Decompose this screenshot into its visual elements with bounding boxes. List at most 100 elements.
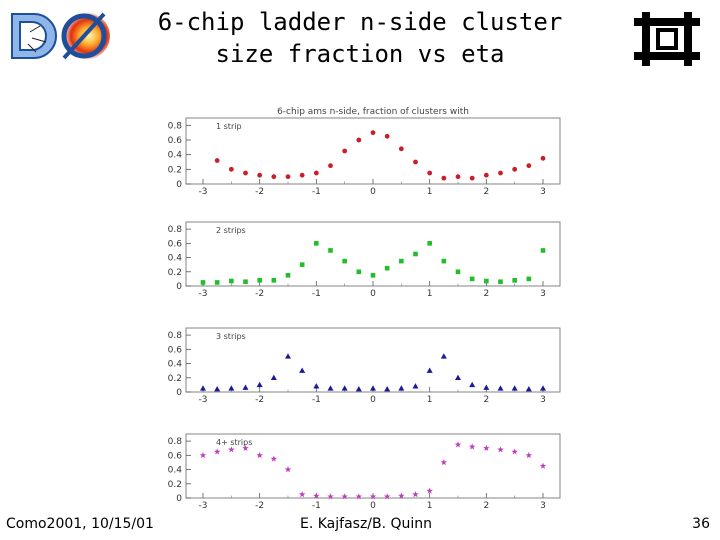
data-point [313, 492, 320, 499]
data-point [214, 385, 221, 392]
x-tick-label: 2 [483, 187, 489, 197]
x-tick-label: 0 [370, 501, 376, 511]
x-tick-label: -2 [255, 187, 264, 197]
panel-label: 4+ strips [216, 438, 252, 447]
y-tick-label: 0.2 [168, 165, 182, 175]
title-line-1: 6-chip ladder n-side cluster [157, 8, 563, 36]
data-point [540, 155, 546, 161]
data-point [299, 262, 305, 267]
data-point [440, 459, 448, 466]
data-point [285, 273, 291, 278]
data-point [511, 448, 518, 455]
page-number: 36 [692, 516, 710, 532]
data-point [426, 367, 433, 373]
x-tick-label: 0 [370, 289, 376, 299]
data-point [242, 384, 249, 390]
data-point [199, 451, 207, 459]
slide-title: 6-chip ladder n-side cluster size fracti… [140, 6, 580, 70]
data-point [284, 466, 292, 473]
data-point [213, 448, 221, 455]
data-point [427, 241, 432, 246]
data-point [243, 170, 248, 176]
data-point [214, 280, 220, 285]
x-tick-label: -3 [199, 501, 208, 511]
data-point [342, 258, 347, 264]
data-point [285, 174, 291, 180]
data-point [455, 269, 461, 275]
panel-label: 3 strips [216, 332, 246, 341]
data-point [270, 455, 278, 462]
y-tick-label: 0 [176, 282, 182, 292]
data-point [483, 384, 490, 390]
data-point [384, 265, 390, 271]
y-tick-label: 0.2 [168, 374, 182, 384]
data-point [256, 381, 263, 388]
y-tick-label: 0.2 [168, 268, 182, 278]
x-tick-label: -3 [199, 289, 208, 299]
data-point [370, 130, 376, 136]
data-point [356, 137, 362, 143]
data-point [483, 172, 489, 178]
data-point [243, 279, 248, 285]
data-point [299, 172, 305, 178]
data-point [228, 385, 235, 391]
data-point [256, 451, 263, 459]
y-tick-label: 0.6 [168, 345, 183, 355]
x-tick-label: -1 [312, 501, 321, 511]
data-point [242, 444, 249, 451]
data-point [384, 133, 390, 139]
y-tick-label: 0.4 [168, 360, 183, 370]
data-point [540, 385, 546, 391]
footer-authors: E. Kajfasz/B. Quinn [300, 516, 433, 532]
x-tick-label: 0 [370, 395, 376, 405]
data-point [498, 279, 503, 285]
footer-conference: Como2001, 10/15/01 [6, 516, 154, 532]
x-tick-label: 3 [540, 501, 546, 511]
data-point [455, 174, 461, 180]
data-point [228, 446, 235, 453]
plot-frame [185, 117, 561, 185]
x-tick-label: 3 [540, 289, 546, 299]
data-point [441, 175, 447, 181]
data-point [413, 159, 418, 165]
panel-label: 2 strips [216, 226, 246, 235]
data-point [412, 383, 419, 389]
x-tick-label: 2 [483, 501, 489, 511]
data-point [370, 273, 376, 278]
data-point [383, 493, 391, 500]
y-tick-label: 0.8 [168, 437, 183, 447]
data-point [526, 163, 532, 169]
y-tick-label: 0.4 [168, 151, 183, 161]
y-tick-label: 0.4 [168, 254, 183, 264]
d0-logo [11, 12, 110, 60]
x-tick-label: 2 [483, 289, 489, 299]
data-point [369, 493, 377, 500]
x-tick-label: 1 [427, 187, 433, 197]
data-point [498, 170, 503, 176]
data-point [356, 269, 362, 275]
y-tick-label: 0.8 [168, 331, 183, 341]
data-point [399, 258, 404, 264]
data-point [327, 493, 334, 500]
data-point [270, 374, 277, 380]
data-point [512, 166, 518, 172]
data-point [469, 276, 475, 282]
data-point [342, 148, 348, 154]
data-point [469, 381, 476, 388]
data-point [484, 278, 489, 284]
panel-label: 1 strip [216, 122, 242, 131]
x-tick-label: 2 [483, 395, 489, 405]
data-point [214, 158, 220, 163]
data-point [539, 462, 547, 469]
data-point [426, 487, 433, 494]
data-point [526, 276, 532, 282]
y-tick-label: 0.6 [168, 136, 183, 146]
data-point [228, 166, 234, 172]
data-point [440, 353, 447, 359]
y-tick-label: 0.8 [168, 121, 183, 131]
data-point [512, 278, 517, 283]
x-tick-label: -1 [312, 289, 321, 299]
data-point [271, 278, 277, 283]
data-point [483, 444, 490, 451]
data-point [398, 385, 405, 391]
